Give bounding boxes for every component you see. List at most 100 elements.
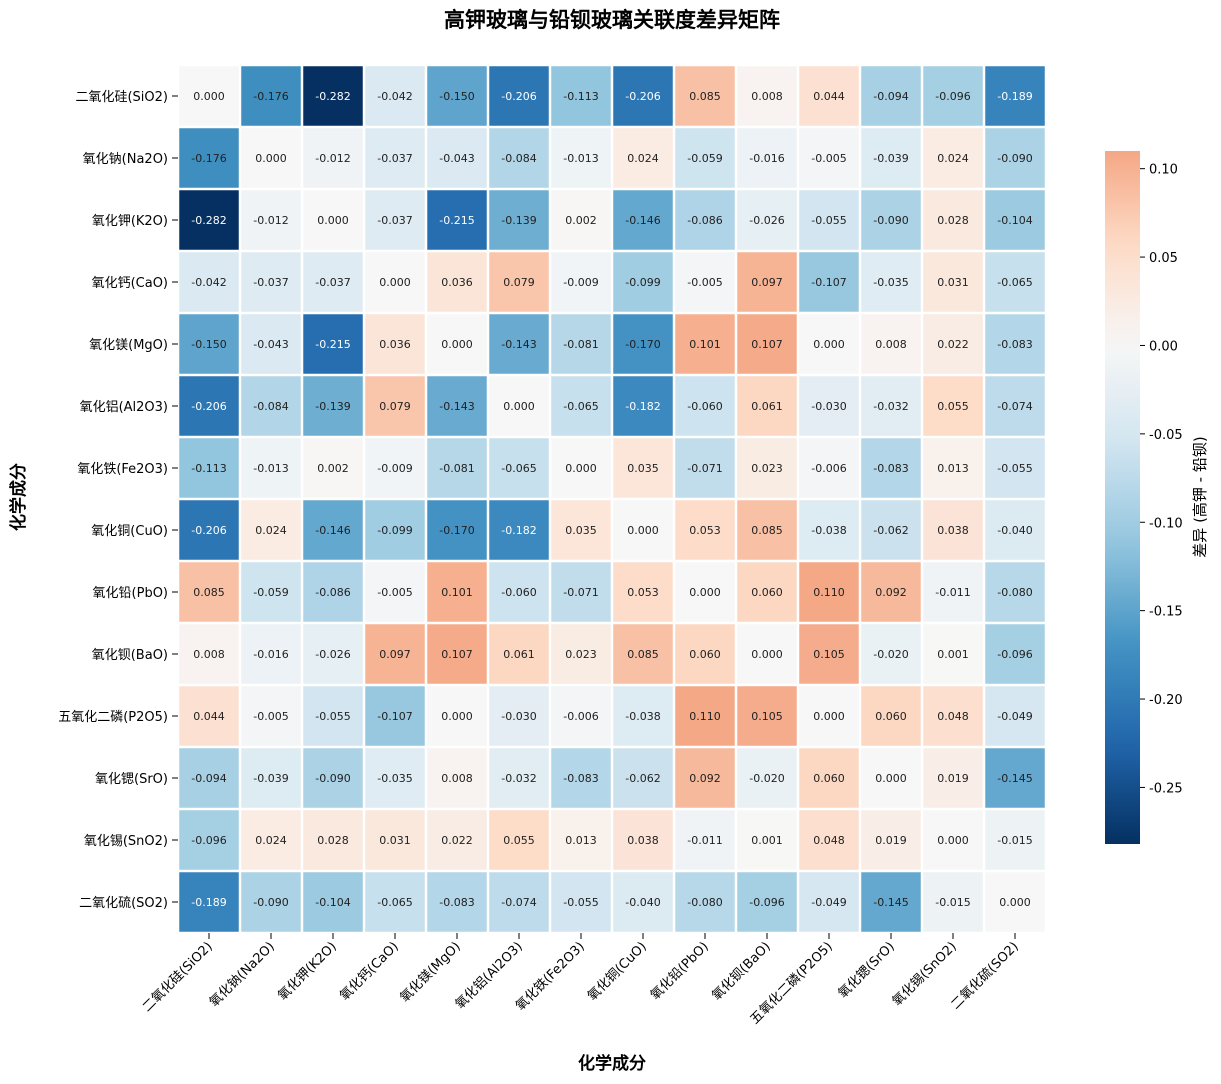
heatmap-cell — [861, 624, 921, 684]
heatmap-cell — [303, 190, 363, 250]
cell-value-label: -0.059 — [253, 586, 288, 599]
cell-value-label: -0.038 — [625, 710, 660, 723]
cell-value-label: 0.053 — [627, 586, 659, 599]
x-tick-label: 氧化钾(K2O) — [275, 939, 339, 1003]
cell-value-label: 0.000 — [565, 462, 597, 475]
cell-value-label: -0.080 — [687, 896, 722, 909]
heatmap-cell — [427, 624, 487, 684]
x-axis-label: 化学成分 — [578, 1053, 646, 1074]
heatmap-cell — [737, 314, 797, 374]
cell-value-label: -0.086 — [687, 214, 722, 227]
cell-value-label: 0.031 — [937, 276, 969, 289]
cell-value-label: -0.049 — [997, 710, 1032, 723]
heatmap-cell — [427, 500, 487, 560]
heatmap-cell — [551, 624, 611, 684]
cell-value-label: 0.000 — [193, 90, 225, 103]
heatmap-cell — [241, 624, 301, 684]
cell-value-label: -0.176 — [191, 152, 226, 165]
heatmap-cell — [613, 376, 673, 436]
cell-value-label: -0.009 — [377, 462, 412, 475]
heatmap-cell — [365, 562, 425, 622]
heatmap-cell — [613, 748, 673, 808]
heatmap-cell — [675, 66, 735, 126]
heatmap-cell — [551, 376, 611, 436]
cell-value-label: 0.060 — [813, 772, 845, 785]
cell-value-label: -0.090 — [253, 896, 288, 909]
cell-value-label: -0.282 — [315, 90, 350, 103]
cell-value-label: 0.023 — [751, 462, 783, 475]
cell-value-label: 0.000 — [441, 710, 473, 723]
y-tick-label: 氧化钡(BaO) — [92, 648, 168, 663]
heatmap-cell — [923, 810, 983, 870]
cell-value-label: -0.182 — [501, 524, 536, 537]
heatmap-cell — [365, 128, 425, 188]
cell-value-label: 0.060 — [751, 586, 783, 599]
heatmap-cell — [551, 190, 611, 250]
heatmap-cell — [551, 810, 611, 870]
cell-value-label: -0.189 — [997, 90, 1032, 103]
heatmap-cell — [613, 810, 673, 870]
heatmap-cell — [427, 438, 487, 498]
heatmap-cell — [489, 376, 549, 436]
cell-value-label: -0.005 — [811, 152, 846, 165]
cell-value-label: -0.043 — [253, 338, 288, 351]
cell-value-label: -0.215 — [315, 338, 350, 351]
y-tick-label: 氧化钾(K2O) — [92, 214, 168, 229]
cell-value-label: -0.043 — [439, 152, 474, 165]
cell-value-label: -0.090 — [997, 152, 1032, 165]
cell-value-label: -0.090 — [315, 772, 350, 785]
cell-value-label: 0.000 — [813, 710, 845, 723]
cell-value-label: -0.143 — [439, 400, 474, 413]
heatmap-cell — [861, 810, 921, 870]
cell-value-label: -0.012 — [315, 152, 350, 165]
cell-value-label: -0.032 — [873, 400, 908, 413]
cell-value-label: -0.074 — [501, 896, 536, 909]
heatmap-cell — [613, 872, 673, 932]
heatmap-cell — [427, 128, 487, 188]
heatmap-cell — [985, 810, 1045, 870]
y-tick-label: 氧化铁(Fe2O3) — [77, 462, 168, 477]
heatmap-cell — [427, 872, 487, 932]
heatmap-cell — [923, 190, 983, 250]
heatmap-cell — [489, 500, 549, 560]
cell-value-label: 0.079 — [379, 400, 411, 413]
cell-value-label: 0.024 — [255, 834, 287, 847]
heatmap-cell — [985, 748, 1045, 808]
heatmap-cell — [799, 624, 859, 684]
heatmap-cell — [861, 128, 921, 188]
heatmap-cell — [985, 66, 1045, 126]
heatmap-cell — [799, 810, 859, 870]
heatmap-cell — [799, 500, 859, 560]
cell-value-label: 0.038 — [627, 834, 659, 847]
cell-value-label: 0.002 — [565, 214, 597, 227]
cell-value-label: -0.037 — [253, 276, 288, 289]
y-tick-label: 氧化钠(Na2O) — [83, 152, 168, 167]
cell-value-label: -0.143 — [501, 338, 536, 351]
cell-value-label: 0.008 — [875, 338, 907, 351]
heatmap-cell — [675, 190, 735, 250]
cell-value-label: -0.032 — [501, 772, 536, 785]
heatmap-cell — [613, 314, 673, 374]
cell-value-label: 0.008 — [751, 90, 783, 103]
colorbar: 0.10 0.05 0.00 -0.05 -0.10 -0.15 -0.20 -0.25 差异… — [1105, 151, 1209, 844]
cell-value-label: -0.071 — [563, 586, 598, 599]
heatmap-cell — [737, 686, 797, 746]
cell-value-label: 0.000 — [317, 214, 349, 227]
heatmap-cell — [551, 500, 611, 560]
cell-value-label: 0.101 — [689, 338, 721, 351]
cell-value-label: 0.019 — [937, 772, 969, 785]
heatmap-cell — [985, 438, 1045, 498]
cell-value-label: -0.011 — [687, 834, 722, 847]
cell-value-label: -0.096 — [997, 648, 1032, 661]
heatmap-cell — [489, 128, 549, 188]
cell-value-label: -0.096 — [749, 896, 784, 909]
cell-value-label: -0.074 — [997, 400, 1032, 413]
cell-value-label: -0.139 — [315, 400, 350, 413]
heatmap-cell — [489, 438, 549, 498]
heatmap-cell — [365, 376, 425, 436]
y-tick-label: 氧化锶(SrO) — [95, 772, 168, 787]
cell-value-label: 0.001 — [751, 834, 783, 847]
heatmap-cell — [861, 376, 921, 436]
